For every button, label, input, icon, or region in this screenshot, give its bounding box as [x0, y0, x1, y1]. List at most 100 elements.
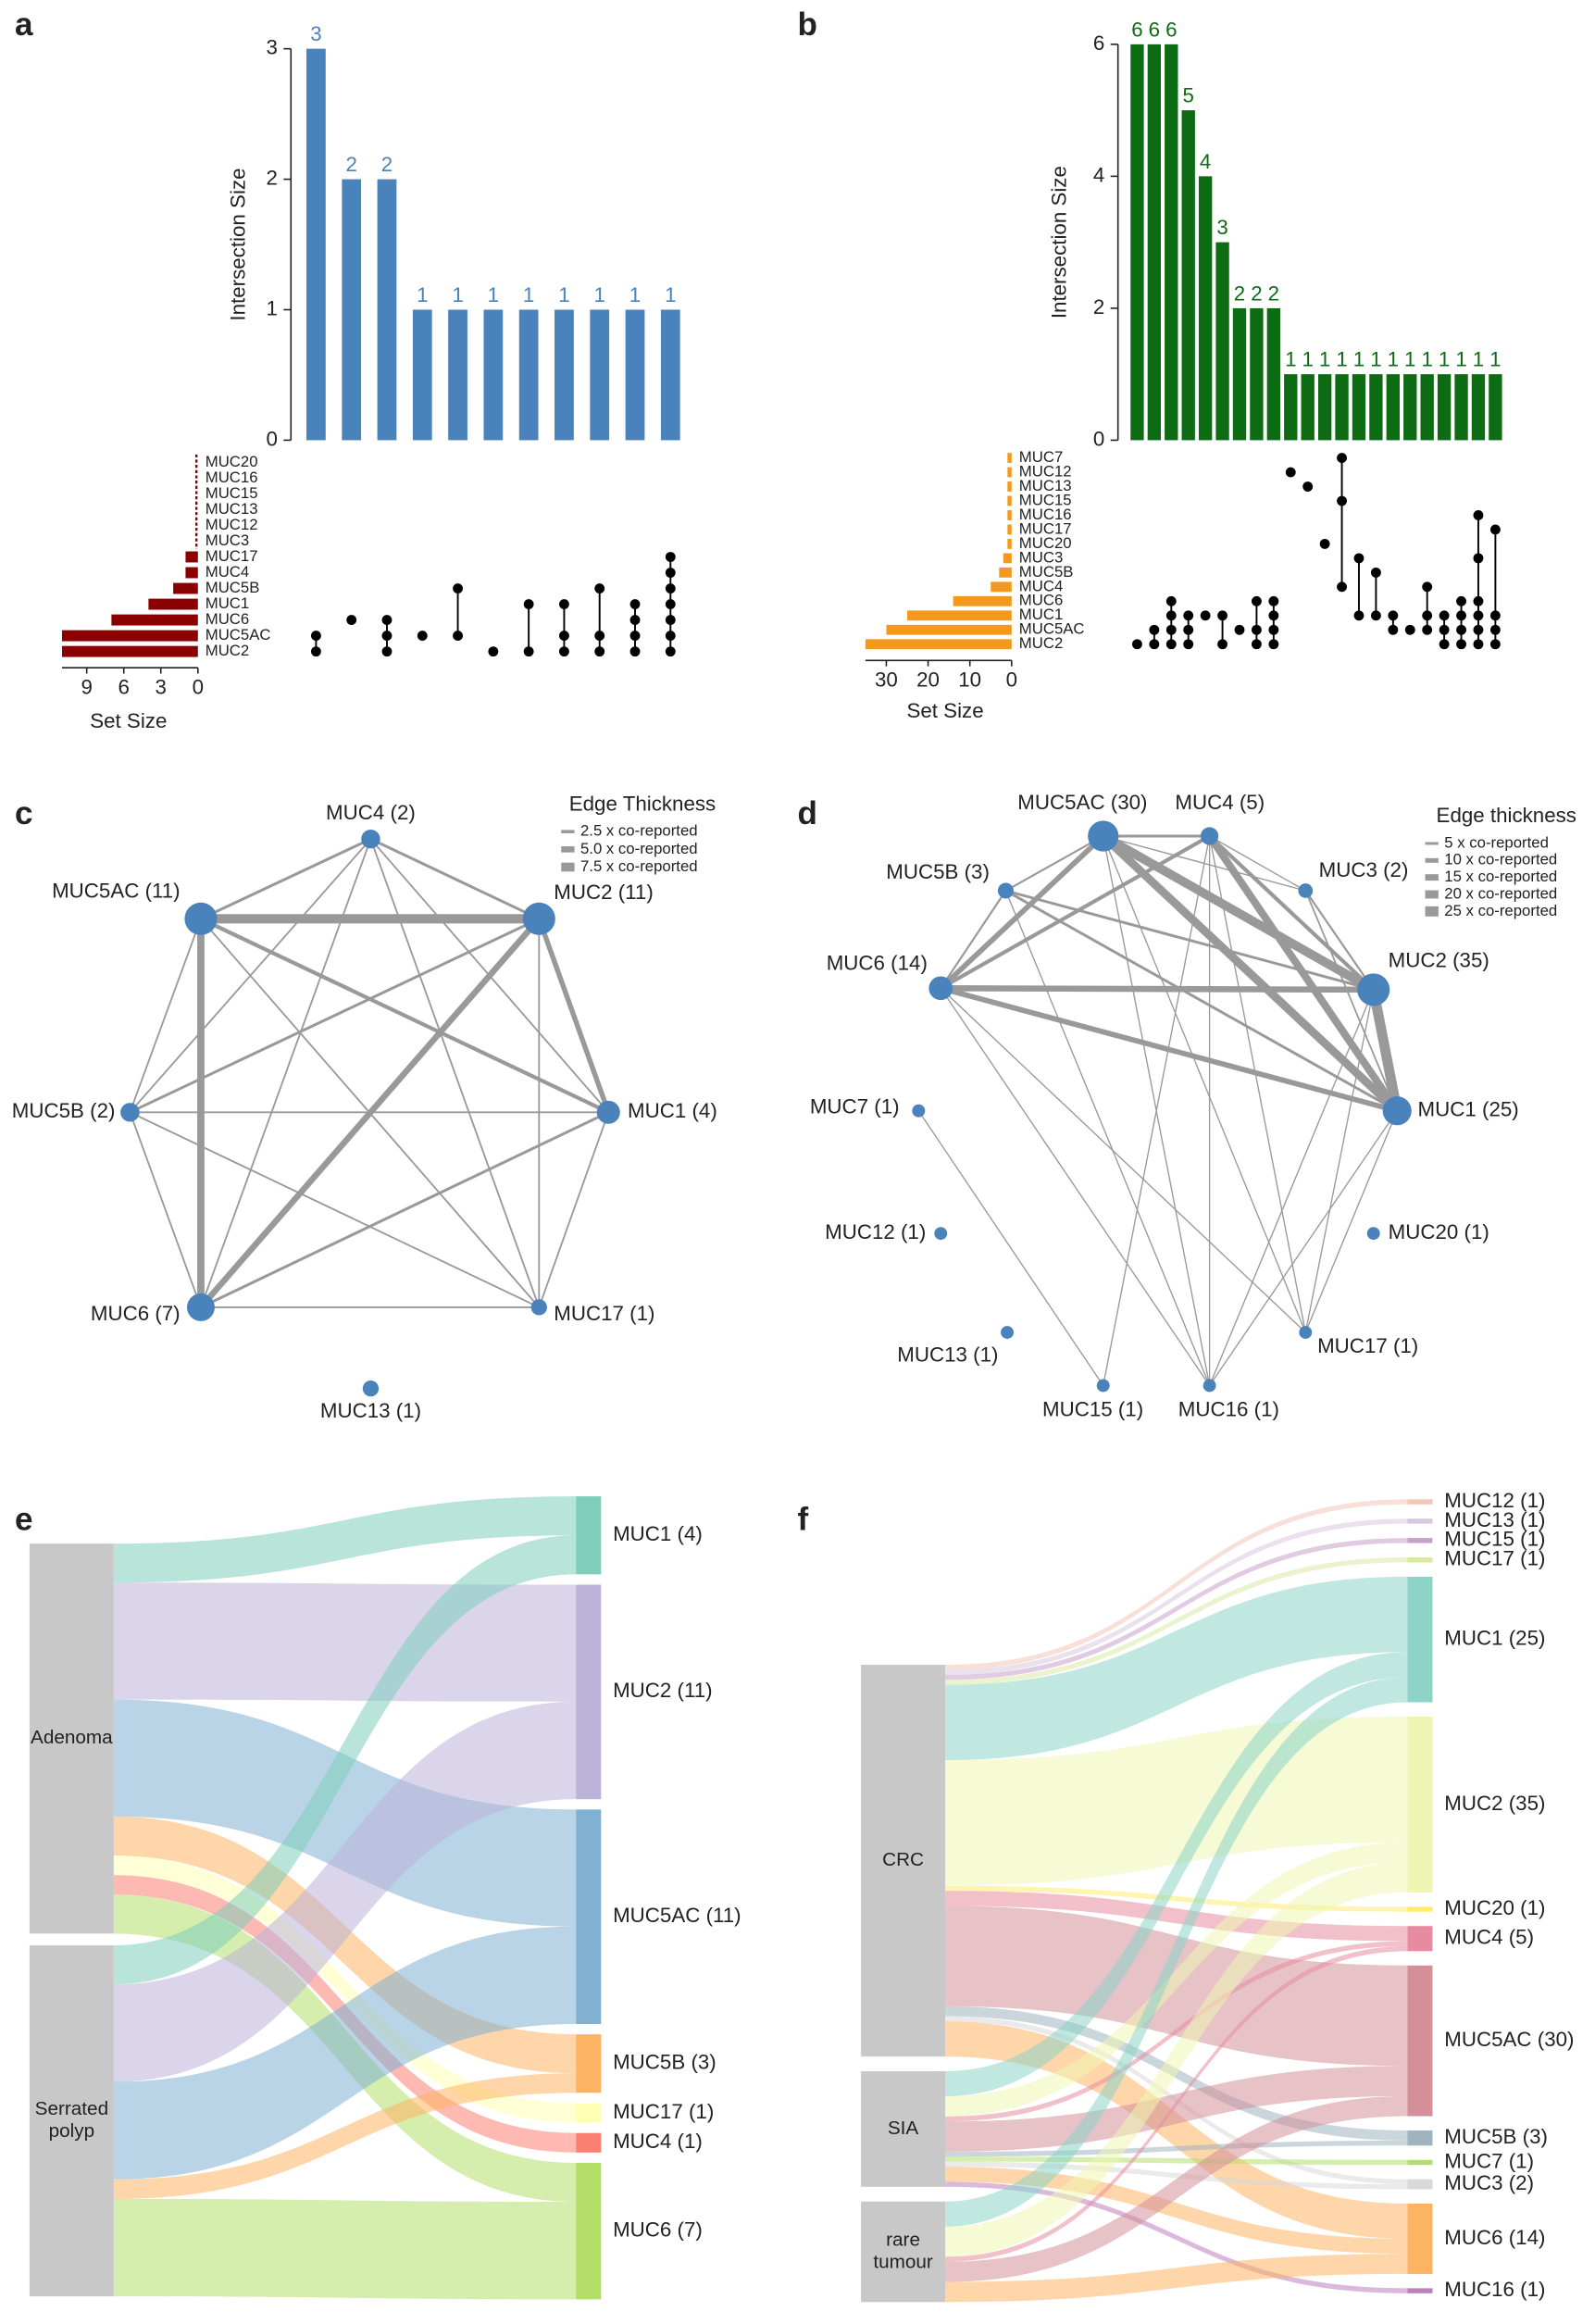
flow — [945, 1941, 1408, 2122]
bar-label: 6 — [1131, 18, 1142, 41]
node-label: MUC16 (1) — [1178, 1397, 1279, 1420]
bar-label: 1 — [1439, 348, 1450, 371]
matrix-dot — [1439, 610, 1450, 621]
matrix-dot — [488, 646, 499, 657]
set-bar — [173, 582, 198, 594]
matrix-dot — [1217, 639, 1227, 650]
set-bar — [62, 645, 198, 657]
set-label: MUC15 — [206, 484, 258, 502]
set-label: MUC6 — [1019, 592, 1063, 609]
bar-label: 1 — [523, 283, 534, 306]
set-label: MUC7 — [1019, 448, 1063, 466]
edge — [129, 1112, 202, 1308]
node — [1200, 827, 1219, 845]
y-tick-label: 2 — [267, 166, 278, 189]
bar-label: 6 — [1165, 18, 1177, 41]
bar-label: 1 — [1319, 348, 1330, 371]
source-node — [29, 1945, 114, 2297]
node-label: MUC5B (3) — [886, 860, 990, 883]
source-label: SIA — [888, 2118, 919, 2139]
target-node — [1407, 1906, 1433, 1912]
set-label: MUC1 — [1019, 606, 1063, 623]
matrix-dot — [629, 646, 641, 657]
x-tick-label: 20 — [916, 668, 940, 692]
target-node — [576, 2162, 602, 2300]
set-bar — [865, 639, 1012, 650]
target-label: MUC6 (7) — [613, 2218, 703, 2242]
flow — [945, 1945, 1408, 2262]
bar — [1335, 374, 1349, 441]
matrix-dot — [1456, 595, 1466, 606]
edge — [1100, 832, 1401, 1114]
panel-letter: b — [798, 6, 817, 43]
bar — [1147, 44, 1162, 441]
node — [530, 1299, 547, 1316]
matrix-dot — [1456, 610, 1466, 621]
target-label: MUC1 (4) — [613, 1522, 703, 1545]
bar — [1403, 374, 1417, 441]
target-label: MUC13 (1) — [1444, 1508, 1545, 1531]
matrix-dot — [594, 631, 605, 642]
edge — [369, 838, 609, 1113]
matrix-dot — [559, 631, 569, 642]
matrix-dot — [310, 646, 321, 657]
bar — [625, 309, 645, 441]
flow — [945, 1716, 1408, 1886]
flow — [113, 1699, 577, 1927]
matrix-dot — [1285, 467, 1296, 478]
edge — [1103, 835, 1306, 1333]
matrix-dot — [1473, 610, 1484, 621]
node-label: MUC2 (35) — [1389, 948, 1489, 971]
matrix-dot — [629, 615, 641, 626]
edge — [940, 987, 1306, 1333]
matrix-dot — [665, 552, 676, 562]
node — [1298, 883, 1314, 898]
node — [934, 1227, 948, 1241]
legend-label: 7.5 x co-reported — [580, 857, 698, 875]
target-label: MUC5B (3) — [613, 2051, 717, 2074]
matrix-dot — [523, 599, 534, 609]
x-tick-label: 3 — [156, 675, 167, 698]
matrix-dot — [1489, 610, 1501, 621]
node-label: MUC15 (1) — [1042, 1397, 1143, 1420]
bar — [1301, 374, 1315, 441]
source-label: rare — [886, 2229, 920, 2250]
edge — [1004, 889, 1398, 1113]
bar — [1352, 374, 1366, 441]
bar-label: 1 — [1489, 348, 1501, 371]
bar-label: 1 — [594, 283, 605, 306]
edge — [1101, 831, 1377, 994]
matrix-dot — [1489, 639, 1501, 650]
bar-label: 1 — [1404, 348, 1415, 371]
bar — [412, 309, 432, 441]
bar — [1386, 374, 1401, 441]
bar-label: 4 — [1200, 150, 1211, 173]
edge — [1209, 835, 1306, 892]
target-node — [576, 2132, 602, 2153]
edge — [940, 987, 1211, 1386]
set-label: MUC3 — [206, 531, 249, 549]
node — [997, 882, 1014, 899]
node — [120, 1103, 140, 1122]
matrix-dot — [1149, 624, 1160, 635]
edge — [1304, 989, 1375, 1333]
node — [1382, 1096, 1412, 1126]
x-tick-label: 0 — [193, 675, 204, 698]
node — [1366, 1227, 1380, 1241]
x-tick-label: 0 — [1006, 668, 1017, 692]
flow — [113, 2073, 577, 2199]
legend-title: Edge thickness — [1437, 804, 1576, 827]
set-label: MUC13 — [1019, 477, 1072, 494]
target-node — [576, 2034, 602, 2093]
bar-label: 1 — [1302, 348, 1313, 371]
bar — [1215, 242, 1229, 441]
node — [1202, 1379, 1216, 1393]
target-label: MUC6 (14) — [1444, 2226, 1545, 2249]
legend-title: Edge Thickness — [569, 792, 716, 815]
node — [1088, 820, 1119, 852]
flow — [113, 1701, 577, 2082]
flow — [945, 1842, 1408, 2117]
node-label: MUC6 (14) — [827, 952, 928, 975]
node-label: MUC3 (2) — [1319, 858, 1409, 881]
